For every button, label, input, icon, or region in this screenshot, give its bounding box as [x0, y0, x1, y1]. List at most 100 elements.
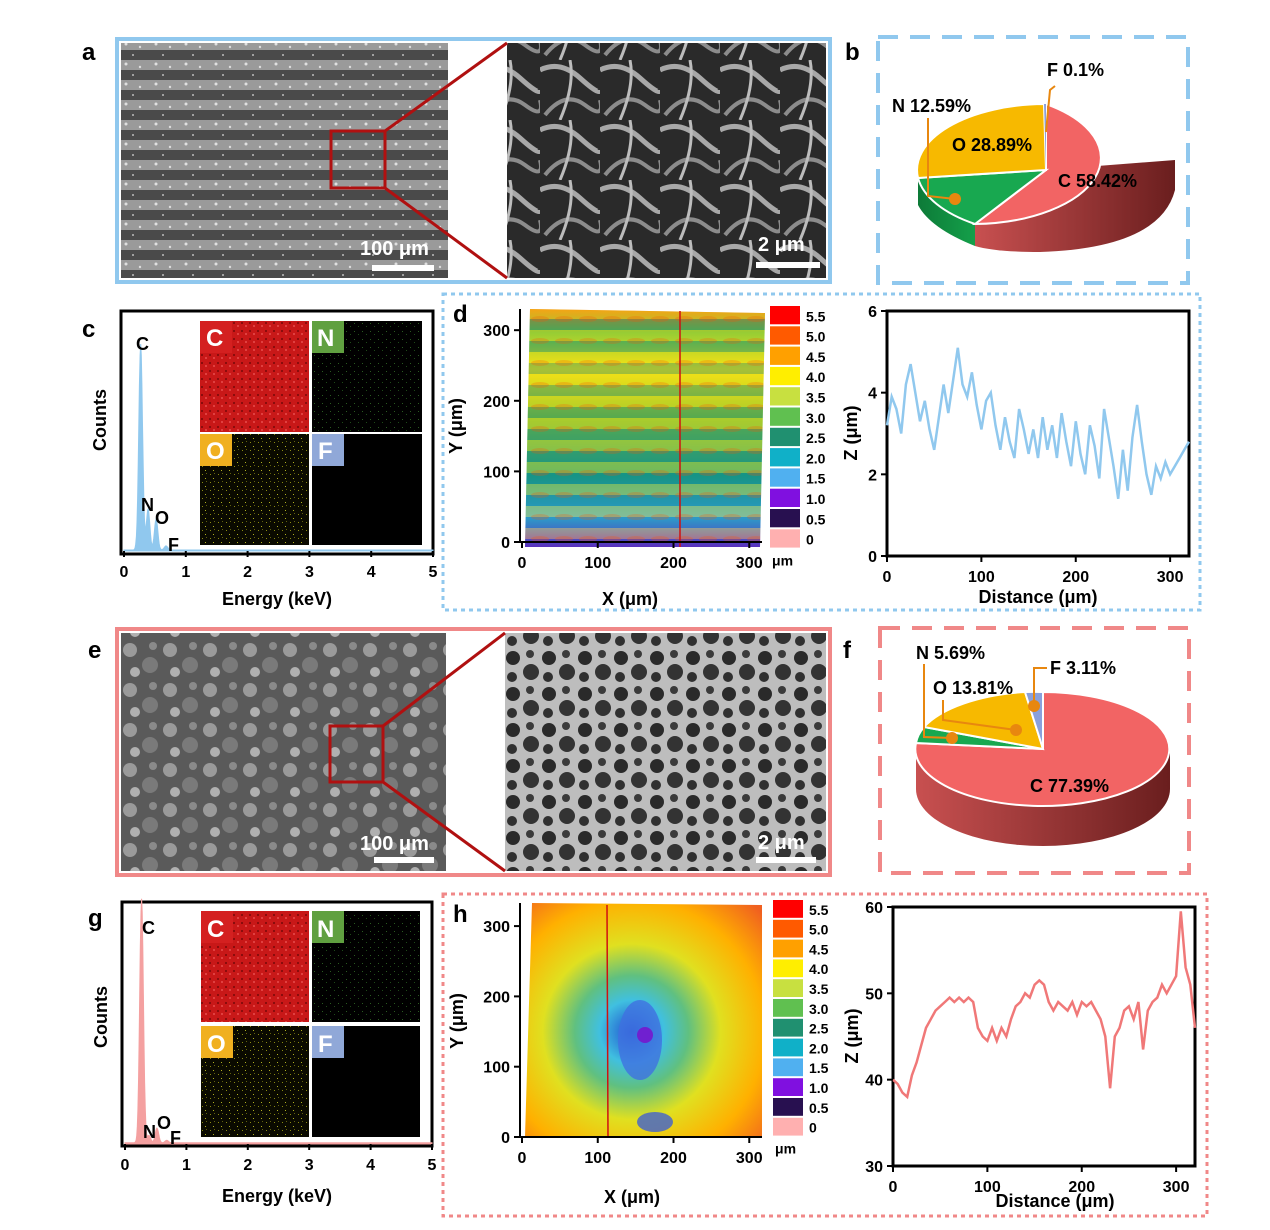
peak-label-C-g: C	[142, 918, 155, 938]
colorbar-swatch	[770, 427, 800, 447]
colorbar-tick: 5.5	[809, 902, 829, 918]
ticks-dmap-ytick: 200	[483, 394, 510, 411]
map-ylabel-d: Y (μm)	[446, 398, 466, 454]
colorbar-swatch	[773, 959, 803, 978]
profile-chart-h: 0 100 200 300 30 40 50 60	[865, 900, 1197, 1196]
colorbar-tick: 4.5	[809, 941, 829, 957]
zoom-box-e	[328, 724, 385, 784]
pie-slice-C-b	[971, 102, 1102, 226]
pie-slice-side-C-b	[975, 160, 1175, 252]
map-label-O-g: O	[207, 1031, 226, 1058]
peak-label-O-c: O	[155, 508, 169, 528]
colorbar-swatch	[770, 448, 800, 467]
colorbar-swatch	[770, 407, 800, 426]
colorbar-swatch	[773, 1058, 803, 1077]
colorbar-tick: 4.5	[806, 349, 826, 365]
colorbar-swatch	[770, 529, 800, 548]
panel-h-frame	[441, 892, 1209, 1218]
leader-N-b	[927, 118, 956, 200]
map-xlabel-d: X (μm)	[602, 589, 658, 609]
pie-label-N-b: N 12.59%	[892, 96, 971, 116]
ticks-dmap-ytick: 300	[483, 323, 510, 340]
colorbar-swatch	[773, 1078, 803, 1096]
map-xlabel-h: X (μm)	[604, 1187, 660, 1207]
colorbar-tick: 1.0	[809, 1080, 829, 1096]
colorbar-swatch	[773, 1038, 803, 1057]
panel-e-frame	[115, 627, 832, 877]
eds-spectrum-c	[123, 343, 434, 552]
colorbar-swatch	[770, 306, 800, 325]
eds-xlabel-c: Energy (keV)	[222, 589, 332, 609]
map-label-N-g: N	[317, 916, 334, 943]
colorbar-tick: 0	[806, 532, 814, 548]
ticks-hmap-xtick: 100	[584, 1150, 611, 1167]
colorbar-tick: 2.5	[809, 1021, 829, 1037]
spec-c-xtick: 2	[243, 564, 252, 581]
spec-g-xtick: 2	[243, 1157, 252, 1174]
leader-O-f	[942, 700, 1017, 731]
panel-label-a: a	[82, 39, 96, 66]
panel-d-frame	[441, 292, 1202, 612]
leader-dot-N-b	[949, 193, 961, 205]
map-label-F-g: F	[318, 1031, 333, 1058]
sem-high-mag-image-a	[507, 43, 826, 278]
map-label-C-c: C	[206, 325, 223, 352]
peak-label-N-g: N	[143, 1122, 156, 1142]
colorbar-swatch	[773, 1098, 803, 1116]
ticks-hmap-xtick: 0	[518, 1150, 527, 1167]
colorbar-tick: 0	[809, 1120, 817, 1136]
prof-h-xtick: 100	[974, 1179, 1001, 1196]
pie-label-O-b: O 28.89%	[952, 135, 1032, 155]
eds-spectrum-g	[124, 898, 433, 1145]
sem-low-mag-image-a	[121, 43, 448, 278]
panel-label-h: h	[453, 901, 468, 928]
colorbar-tick: 1.5	[809, 1060, 829, 1076]
spec-c-xtick: 3	[305, 564, 314, 581]
peak-label-O-g: O	[157, 1113, 171, 1133]
pie-label-C-f: C 77.39%	[1030, 776, 1109, 796]
prof-d-ytick: 2	[868, 467, 877, 484]
colorbar-d: 5.5 5.0 4.5 4.0 3.5 3.0 2.5 2.0 1.5 1.0 0.5 0 μm	[770, 306, 826, 569]
ticks-dmap-xtick: 300	[736, 555, 763, 572]
spec-g-xtick: 4	[366, 1157, 375, 1174]
pie-label-C-b: C 58.42%	[1058, 171, 1137, 191]
map-label-F-c: F	[318, 438, 333, 465]
panel-label-c: c	[82, 316, 95, 343]
colorbar-swatch	[773, 979, 803, 997]
scale-bar-a-high	[756, 262, 820, 268]
colorbar-tick: 3.0	[809, 1001, 829, 1017]
profile-d-frame	[885, 309, 1191, 558]
colorbar-tick: 0.5	[809, 1100, 829, 1116]
eds-spectrum-g-frame	[120, 900, 434, 1148]
ticks-hmap-ytick: 300	[483, 919, 510, 936]
profile-ylabel-h: Z (μm)	[842, 1008, 862, 1063]
profile-h-frame	[891, 905, 1197, 1168]
ticks-hmap-xtick: 200	[660, 1150, 687, 1167]
pie-label-O-f: O 13.81%	[933, 678, 1013, 698]
panel-label-g: g	[88, 905, 103, 932]
panel-a-frame	[115, 37, 832, 284]
zoom-line-e-top	[382, 631, 506, 728]
profile-xlabel-h: Distance (μm)	[995, 1191, 1114, 1211]
ticks-dmap-ytick: 100	[483, 464, 510, 481]
spec-c-xtick: 1	[181, 564, 190, 581]
scale-bar-label-e-high: 2 μm	[758, 832, 805, 854]
prof-h-xtick: 300	[1163, 1179, 1190, 1196]
colorbar-swatch	[770, 366, 800, 386]
spec-g-xtick: 3	[305, 1157, 314, 1174]
scale-bar-label-a-high: 2 μm	[758, 234, 805, 256]
profile-ylabel-d: Z (μm)	[841, 405, 861, 460]
prof-d-ytick: 4	[868, 386, 877, 403]
spec-c-xtick: 4	[367, 564, 376, 581]
panel-label-b: b	[845, 39, 860, 66]
colorbar-tick: 5.0	[806, 329, 826, 345]
colorbar-unit: μm	[775, 1141, 796, 1157]
eds-maps-g: C N O F	[201, 911, 420, 1137]
colorbar-tick: 3.5	[806, 390, 826, 406]
scale-bar-e-low	[374, 857, 434, 863]
pie-label-N-f: N 5.69%	[916, 643, 985, 663]
pie-slice-side-C-f	[916, 749, 1170, 846]
colorbar-swatch	[770, 346, 800, 365]
spec-c-xtick: 0	[120, 564, 129, 581]
